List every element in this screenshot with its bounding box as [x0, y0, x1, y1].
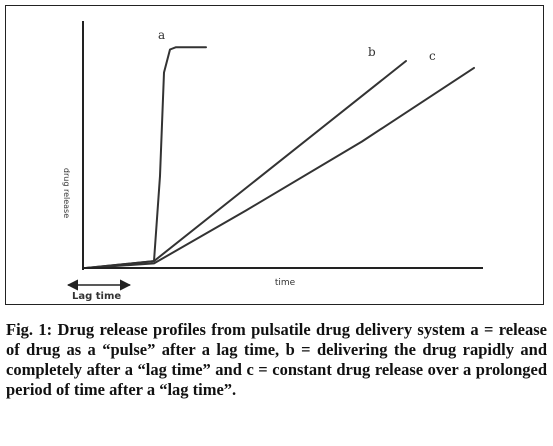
series-line-b	[85, 60, 407, 269]
series-labels: a b c	[158, 28, 436, 63]
y-axis-label: drug release	[62, 168, 71, 218]
series-line-a	[85, 46, 207, 269]
caption-body: a = release of drug as a “pulse” after a…	[6, 320, 547, 399]
x-axis-label: time	[275, 278, 296, 288]
series-group	[85, 46, 475, 269]
series-line-c	[85, 66, 475, 269]
figure-caption: Fig. 1: Drug release profiles from pulsa…	[6, 320, 547, 400]
lag-time-label: Lag time	[72, 291, 121, 302]
series-label-b: b	[368, 45, 376, 59]
series-label-a: a	[158, 28, 165, 42]
figure-frame: a b c drug release time Lag time	[5, 5, 544, 305]
series-label-c: c	[429, 49, 436, 63]
chart: a b c drug release time Lag time	[62, 21, 483, 302]
caption-title: Fig. 1: Drug release profiles from pulsa…	[6, 320, 466, 339]
